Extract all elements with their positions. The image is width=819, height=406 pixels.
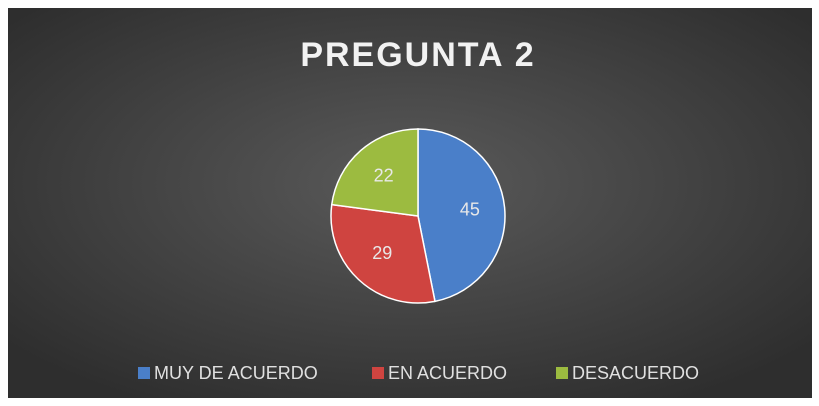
legend-label: DESACUERDO — [572, 363, 699, 383]
data-label: 45 — [460, 200, 480, 220]
legend-marker — [138, 367, 150, 379]
chart-title: PREGUNTA 2 — [300, 36, 535, 74]
data-label: 22 — [374, 166, 394, 186]
legend-marker — [372, 367, 384, 379]
pie-slice — [330, 128, 419, 217]
pie-slice — [417, 128, 506, 303]
data-label: 29 — [372, 243, 392, 263]
legend-label: EN ACUERDO — [388, 363, 507, 383]
legend-label: MUY DE ACUERDO — [154, 363, 318, 383]
legend-marker — [556, 367, 568, 379]
pie-slice — [330, 203, 436, 304]
